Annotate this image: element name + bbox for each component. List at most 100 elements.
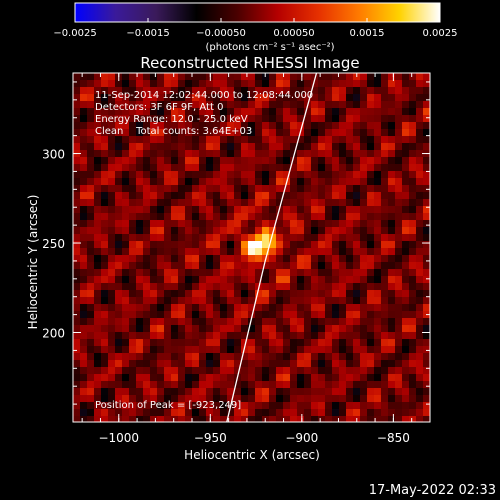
heatmap-cell (73, 80, 81, 88)
heatmap-cell (164, 157, 172, 165)
heatmap-cell (234, 80, 242, 88)
heatmap-cell (388, 185, 396, 193)
heatmap-cell (101, 248, 109, 256)
heatmap-cell (339, 80, 347, 88)
heatmap-cell (318, 122, 326, 130)
heatmap-cell (150, 416, 158, 422)
heatmap-cell (262, 409, 270, 417)
heatmap-cell (423, 143, 430, 151)
heatmap-cell (178, 157, 186, 165)
heatmap-cell (416, 136, 424, 144)
heatmap-cell (80, 388, 88, 396)
heatmap-cell (402, 206, 410, 214)
heatmap-cell (325, 297, 333, 305)
heatmap-cell (402, 73, 410, 81)
heatmap-cell (192, 367, 200, 375)
heatmap-cell (346, 318, 354, 326)
heatmap-cell (241, 269, 249, 277)
heatmap-cell (367, 80, 375, 88)
heatmap-cell (353, 353, 361, 361)
heatmap-cell (339, 101, 347, 109)
heatmap-cell (73, 409, 81, 417)
heatmap-cell (234, 346, 242, 354)
heatmap-cell (108, 367, 116, 375)
heatmap-cell (73, 325, 81, 333)
heatmap-cell (136, 290, 144, 298)
heatmap-cell (395, 115, 403, 123)
heatmap-cell (367, 381, 375, 389)
heatmap-cell (115, 325, 123, 333)
heatmap-cell (276, 290, 284, 298)
heatmap-cell (157, 283, 165, 291)
heatmap-cell (423, 192, 430, 200)
heatmap-cell (367, 325, 375, 333)
heatmap-cell (318, 150, 326, 158)
heatmap-cell (220, 108, 228, 116)
heatmap-cell (276, 227, 284, 235)
heatmap-cell (353, 402, 361, 410)
heatmap-cell (402, 157, 410, 165)
heatmap-cell (255, 248, 263, 256)
heatmap-cell (423, 178, 430, 186)
heatmap-cell (94, 136, 102, 144)
heatmap-cell (199, 325, 207, 333)
heatmap-cell (332, 297, 340, 305)
heatmap-cell (269, 409, 277, 417)
heatmap-cell (416, 388, 424, 396)
heatmap-cell (143, 374, 151, 382)
heatmap-cell (402, 283, 410, 291)
heatmap-cell (248, 388, 256, 396)
heatmap-cell (416, 374, 424, 382)
heatmap-cell (108, 227, 116, 235)
heatmap-cell (73, 276, 81, 284)
heatmap-cell (185, 290, 193, 298)
heatmap-cell (143, 241, 151, 249)
heatmap-cell (213, 143, 221, 151)
heatmap-cell (192, 402, 200, 410)
heatmap-cell (157, 395, 165, 403)
heatmap-cell (157, 367, 165, 375)
heatmap-cell (290, 332, 298, 340)
heatmap-cell (122, 80, 130, 88)
heatmap-cell (241, 150, 249, 158)
heatmap-cell (276, 150, 284, 158)
heatmap-cell (178, 73, 186, 81)
heatmap-cell (80, 325, 88, 333)
heatmap-cell (80, 290, 88, 298)
heatmap-cell (360, 367, 368, 375)
heatmap-cell (80, 199, 88, 207)
heatmap-cell (129, 290, 137, 298)
heatmap-cell (290, 108, 298, 116)
heatmap-cell (171, 325, 179, 333)
heatmap-cell (157, 122, 165, 130)
heatmap-cell (136, 164, 144, 172)
heatmap-cell (381, 325, 389, 333)
heatmap-cell (374, 395, 382, 403)
heatmap-cell (395, 339, 403, 347)
heatmap-cell (339, 276, 347, 284)
heatmap-cell (101, 122, 109, 130)
heatmap-cell (101, 297, 109, 305)
heatmap-cell (416, 185, 424, 193)
heatmap-cell (262, 346, 270, 354)
heatmap-cell (73, 192, 81, 200)
heatmap-cell (164, 304, 172, 312)
heatmap-cell (87, 150, 95, 158)
heatmap-cell (129, 171, 137, 179)
heatmap-cell (164, 199, 172, 207)
heatmap-cell (122, 185, 130, 193)
heatmap-cell (206, 346, 214, 354)
heatmap-cell (206, 115, 214, 123)
heatmap-cell (199, 143, 207, 151)
heatmap-cell (339, 213, 347, 221)
heatmap-cell (115, 283, 123, 291)
heatmap-cell (206, 80, 214, 88)
heatmap-cell (416, 353, 424, 361)
heatmap-cell (206, 395, 214, 403)
heatmap-cell (185, 346, 193, 354)
heatmap-cell (276, 248, 284, 256)
heatmap-cell (185, 283, 193, 291)
heatmap-cell (297, 255, 305, 263)
heatmap-cell (304, 283, 312, 291)
heatmap-cell (283, 87, 291, 95)
